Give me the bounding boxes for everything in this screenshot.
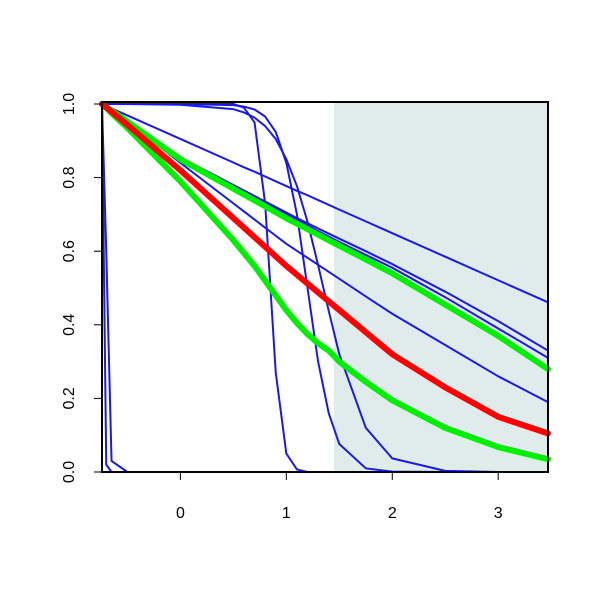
series-line [99,101,551,437]
x-tick-label: 3 [494,505,503,522]
x-tick-label: 2 [388,505,397,522]
plot-frame [101,101,549,473]
y-tick-label: 0.0 [61,461,78,483]
shade-layer [334,102,548,472]
x-tick-label: 1 [282,505,291,522]
y-tick-label: 0.2 [61,387,78,409]
y-tick-label: 0.6 [61,240,78,262]
y-tick-label: 0.4 [61,314,78,336]
shaded-region [334,102,548,472]
y-tick-label: 0.8 [61,166,78,188]
axes-layer: 0 1 2 3 0.0 0.2 0.4 0.6 0.8 1.0 [61,93,549,522]
series-line [101,103,549,304]
lines-layer [99,101,551,473]
y-tick-label: 1.0 [61,93,78,115]
series-line [99,101,551,372]
series-line [101,103,549,473]
x-tick-label: 0 [176,505,185,522]
series-line [99,101,551,463]
